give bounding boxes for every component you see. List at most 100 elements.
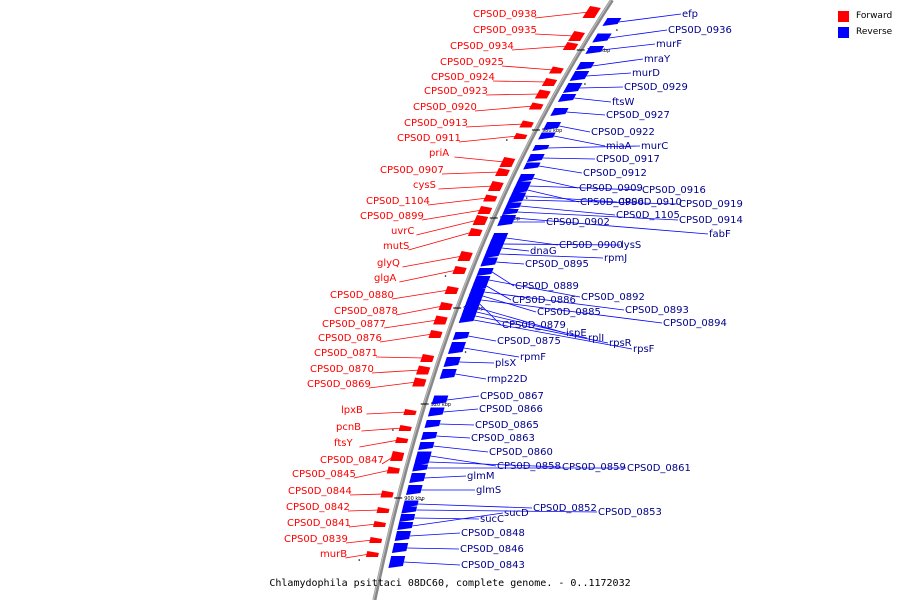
reverse-gene-label: CPS0D_0848 [461, 528, 525, 539]
forward-gene [487, 181, 504, 191]
reverse-gene [443, 357, 461, 367]
forward-gene-label: CPS0D_0847 [320, 455, 384, 466]
reverse-gene-label: CPS0D_0929 [624, 82, 688, 93]
reverse-gene [602, 18, 622, 26]
forward-label-line [348, 523, 377, 528]
reverse-label-line [475, 315, 609, 344]
forward-gene [457, 251, 473, 261]
reverse-gene-label: rmp22D [487, 374, 528, 385]
minor-feature-dot [584, 83, 586, 85]
forward-gene [438, 302, 453, 310]
forward-label-line [361, 427, 403, 432]
forward-gene-label: CPS0D_0876 [318, 333, 382, 344]
reverse-gene-label: murF [656, 39, 682, 50]
forward-gene-label: CPS0D_0925 [440, 57, 504, 68]
minor-feature-dot [506, 139, 508, 141]
forward-gene [395, 437, 409, 443]
forward-gene-label: CPS0D_0899 [360, 211, 424, 222]
reverse-gene-label: CPS0D_0875 [497, 336, 561, 347]
minor-feature-dot [464, 351, 467, 353]
forward-label-line [492, 80, 548, 83]
forward-gene-label: glgA [374, 273, 396, 284]
reverse-gene [388, 556, 406, 568]
forward-gene [420, 354, 435, 362]
reverse-label-line [484, 291, 625, 311]
reverse-gene-label: CPS0D_0860 [489, 447, 553, 458]
forward-gene [495, 168, 510, 176]
reverse-gene-label: CPS0D_0922 [591, 127, 655, 138]
reverse-label-line [506, 237, 559, 246]
reverse-gene [447, 342, 466, 354]
forward-gene-label: CPS0D_0870 [310, 364, 374, 375]
forward-label-line [395, 305, 444, 316]
reverse-gene-label: ftsW [612, 97, 634, 108]
reverse-gene-label: CPS0D_0858 [497, 461, 561, 472]
forward-gene [562, 42, 579, 50]
forward-label-line [438, 185, 494, 190]
reverse-gene-label: CPS0D_0936 [668, 25, 732, 36]
reverse-gene [550, 108, 569, 116]
reverse-label-line [463, 347, 520, 358]
reverse-label-line [433, 445, 489, 453]
reverse-gene [406, 485, 423, 495]
reverse-label-line [459, 361, 495, 364]
forward-gene-label: glyQ [377, 258, 400, 269]
reverse-label-line [436, 435, 471, 439]
forward-swatch [838, 10, 849, 22]
reverse-gene-label: glmS [476, 485, 501, 496]
forward-gene-label: murB [320, 549, 347, 560]
reverse-label-line [476, 311, 588, 339]
legend-forward-label: Forward [856, 11, 893, 21]
reverse-gene [526, 154, 545, 162]
forward-gene [568, 31, 585, 41]
forward-label-line [402, 255, 463, 268]
forward-label-line [366, 411, 408, 415]
forward-gene [380, 490, 394, 498]
reverse-label-line [503, 243, 621, 246]
forward-gene-label: CPS0D_1104 [366, 196, 430, 207]
reverse-label-line [455, 373, 487, 380]
forward-gene-label: lpxB [341, 405, 363, 416]
forward-gene-label: mutS [383, 241, 409, 252]
reverse-gene [497, 218, 515, 226]
reverse-label-line [446, 395, 480, 401]
forward-label-line [534, 11, 590, 19]
reverse-gene-label: CPS0D_0912 [583, 168, 647, 179]
reverse-gene-label: CPS0D_0863 [471, 433, 535, 444]
reverse-gene-label: murD [632, 68, 660, 79]
reverse-gene [401, 506, 418, 514]
reverse-gene-label: CPS0D_0852 [533, 503, 597, 514]
forward-label-line [349, 493, 385, 496]
reverse-label-line [522, 199, 679, 205]
reverse-gene-label: CPS0D_0895 [525, 259, 589, 270]
reverse-label-line [409, 532, 461, 537]
reverse-label-line [478, 307, 566, 334]
reverse-gene [409, 473, 426, 483]
reverse-label-line [482, 295, 537, 313]
forward-gene-label: CPS0D_0869 [307, 379, 371, 390]
reverse-label-line [486, 285, 512, 301]
forward-label-line [353, 469, 391, 479]
minor-feature-dot [420, 499, 423, 501]
forward-gene [483, 194, 498, 202]
forward-gene [373, 521, 386, 527]
reverse-gene [412, 464, 429, 472]
reverse-gene [532, 145, 550, 151]
reverse-gene [458, 317, 475, 323]
reverse-label-line [558, 125, 591, 133]
forward-gene [477, 206, 493, 214]
reverse-gene [562, 83, 583, 93]
reverse-gene [421, 432, 438, 440]
legend: Forward Reverse [838, 8, 892, 40]
reverse-label-line [443, 408, 479, 413]
forward-label-line [458, 135, 518, 143]
forward-gene [369, 537, 383, 543]
forward-gene [467, 228, 483, 236]
reverse-gene-label: CPS0D_0885 [537, 307, 601, 318]
legend-forward: Forward [838, 8, 892, 24]
reverse-gene-label: fabF [709, 229, 731, 240]
reverse-label-line [412, 512, 504, 527]
minor-feature-dot [392, 429, 394, 431]
reverse-gene [480, 257, 498, 267]
